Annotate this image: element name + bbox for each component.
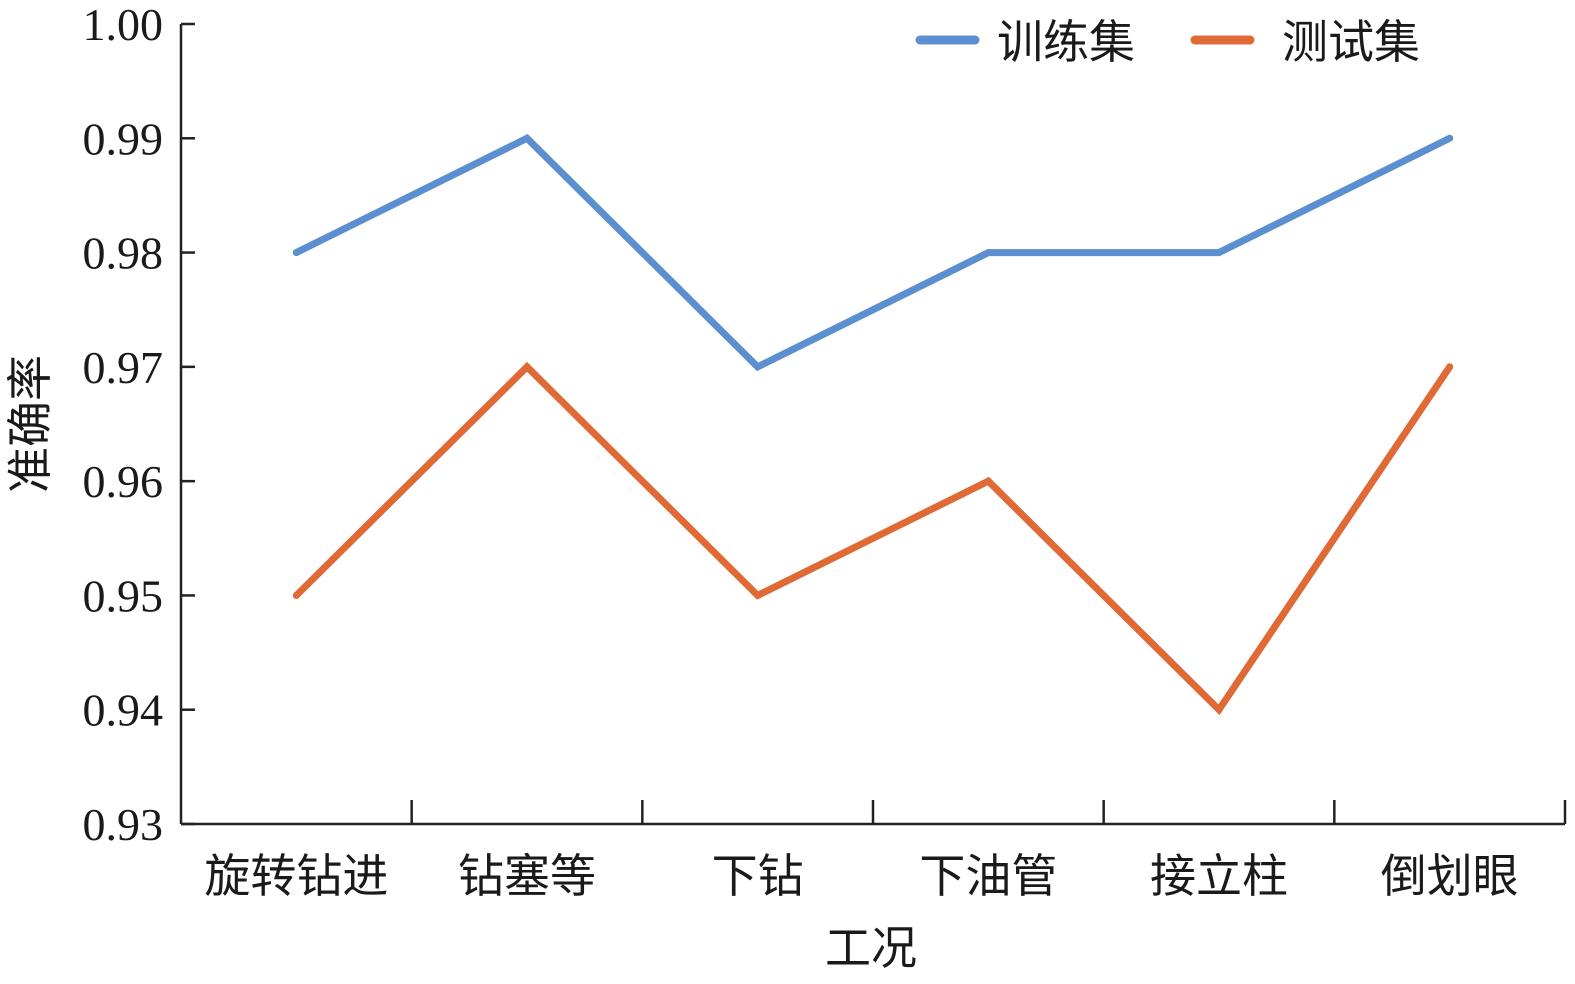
data-point bbox=[754, 591, 762, 599]
y-tick-label: 0.98 bbox=[83, 228, 164, 279]
x-category-label: 倒划眼 bbox=[1381, 849, 1519, 903]
y-tick-label: 0.95 bbox=[83, 570, 164, 621]
y-tick-label: 0.97 bbox=[83, 342, 164, 393]
x-axis-title: 工况 bbox=[825, 921, 917, 975]
series-line bbox=[292, 361, 1454, 716]
x-category-label: 接立柱 bbox=[1150, 849, 1288, 903]
x-category-label: 下钻 bbox=[712, 849, 804, 903]
data-point bbox=[984, 477, 992, 485]
y-axis-title: 准确率 bbox=[3, 355, 57, 493]
data-point bbox=[1446, 363, 1454, 371]
legend-label: 测试集 bbox=[1282, 15, 1420, 69]
x-category-label: 钻塞等 bbox=[458, 849, 596, 903]
data-point bbox=[292, 591, 300, 599]
x-axis-ticks: 旋转钻进 钻塞等 下钻 下油管 接立柱 倒划眼 bbox=[204, 800, 1567, 903]
y-tick-label: 0.99 bbox=[83, 113, 164, 164]
y-tick-label: 0.96 bbox=[83, 456, 164, 507]
data-point bbox=[1215, 249, 1223, 257]
y-tick-label: 1.00 bbox=[83, 0, 164, 50]
y-tick-label: 0.93 bbox=[83, 799, 164, 850]
data-point bbox=[984, 249, 992, 257]
y-tick-label: 0.94 bbox=[83, 685, 164, 736]
x-category-label: 下油管 bbox=[919, 849, 1057, 903]
y-axis-ticks: 0.93 0.94 0.95 0.96 0.97 0.98 0.99 1.00 bbox=[83, 0, 195, 850]
legend: 训练集 测试集 bbox=[915, 15, 1420, 69]
series-layer bbox=[292, 134, 1454, 716]
data-point bbox=[523, 363, 531, 371]
data-point bbox=[1446, 134, 1454, 142]
data-point bbox=[754, 363, 762, 371]
data-point bbox=[523, 134, 531, 142]
x-category-label: 旋转钻进 bbox=[204, 849, 388, 903]
data-point bbox=[292, 249, 300, 257]
series-line bbox=[292, 134, 1454, 372]
legend-label: 训练集 bbox=[997, 15, 1135, 69]
data-point bbox=[1215, 706, 1223, 714]
